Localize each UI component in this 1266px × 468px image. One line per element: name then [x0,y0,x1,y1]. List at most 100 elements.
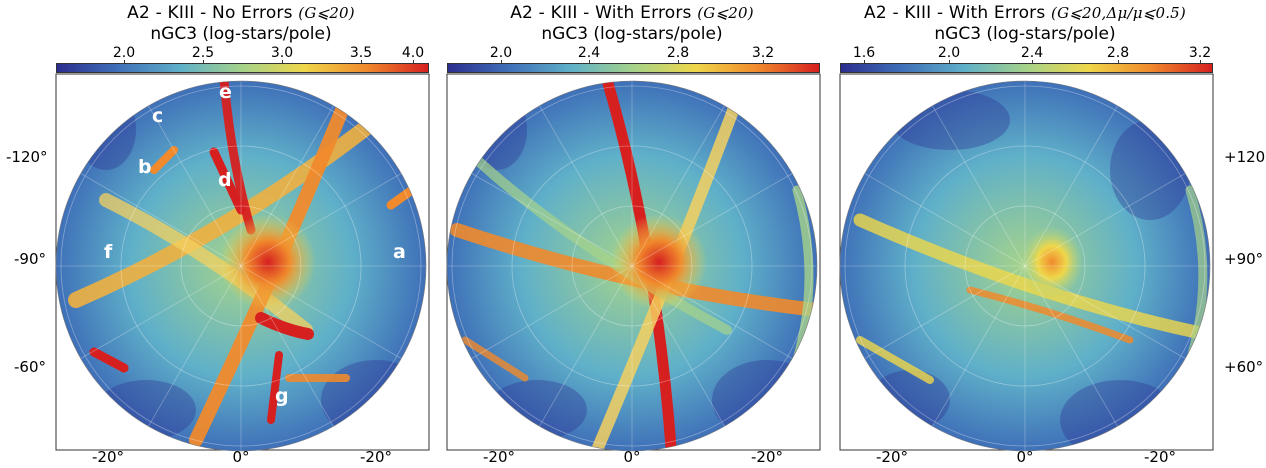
colorbar-tick-mark [282,60,283,63]
y-tick-label: -90° [14,250,46,268]
panel-no-errors: A2 - KIII - No Errors (G⩽20) nGC3 (log-s… [46,0,436,468]
stream-band [856,336,934,384]
x-tick-label: 0° [623,448,641,466]
colorbar-tick: 2.5 [191,45,215,61]
colorbar-tick: 2.0 [112,45,136,61]
colorbar-tick: 2.0 [489,45,513,61]
colorbar [840,63,1213,73]
colorbar-tick-mark [124,60,125,63]
stream-band [472,155,732,335]
stream-label-a: a [393,241,406,263]
stream-label-g: g [275,385,289,407]
colorbar-tick: 3.2 [1188,45,1212,61]
stream-band [386,185,417,210]
panel-with-errors-cut: A2 - KIII - With Errors (G⩽20,Δμ/μ⩽0.5) … [830,0,1220,468]
panel-with-errors: A2 - KIII - With Errors (G⩽20) nGC3 (log… [437,0,827,468]
graticule-meridian [80,173,402,359]
graticule-meridian [864,173,1186,359]
colorbar-tick: 3.5 [349,45,373,61]
stream-label-b: b [138,156,152,178]
map-outline [839,80,1211,452]
chart-title: A2 - KIII - With Errors (G⩽20) [510,3,754,23]
graticule-circle [964,205,1086,327]
stream-label-f: f [104,241,113,263]
x-tick-label: -20° [92,448,124,466]
colorbar-tick: 2.4 [1020,45,1044,61]
stream-band [267,351,283,424]
graticule-meridian [539,105,725,427]
chart-title: A2 - KIII - No Errors (G⩽20) [127,3,355,23]
y-tick-label: +60° [1224,358,1264,376]
chart-title: A2 - KIII - With Errors (G⩽20,Δμ/μ⩽0.5) [864,3,1186,23]
stream-label-c: c [152,105,163,127]
graticule-circle [180,205,302,327]
graticule-meridian [539,105,725,427]
colorbar [56,63,429,73]
colorbar-tick-mark [501,60,502,63]
x-tick-label: 0° [1016,448,1034,466]
graticule-circle [60,85,422,447]
stream-band [219,81,256,235]
galactic-core-overdensity [611,214,707,310]
y-tick-label: +90° [1224,250,1264,268]
x-tick-label: -20° [1144,448,1176,466]
graticule-meridian [932,105,1118,427]
stream-band [255,312,314,340]
colorbar-tick-mark [589,60,590,63]
stream-band [966,286,1134,344]
colorbar-label: nGC3 (log-stars/pole) [150,24,332,44]
colorbar-tick: 3.2 [751,45,775,61]
colorbar-tick: 2.4 [577,45,601,61]
sky-map [446,73,821,452]
colorbar-label: nGC3 (log-stars/pole) [934,24,1116,44]
colorbar-tick: 2.8 [1106,45,1130,61]
graticule-circle [844,85,1206,447]
graticule-meridian [932,105,1118,427]
stream-band [99,193,313,337]
colorbar-tick: 3.0 [270,45,294,61]
graticule-meridian [148,105,334,427]
y-tick-label: -60° [14,358,46,376]
colorbar-tick-mark [203,60,204,63]
colorbar-tick-mark [864,60,865,63]
graticule-circle [451,85,813,447]
sky-map: a b c d e f g [55,73,430,452]
colorbar-tick-mark [361,60,362,63]
x-tick-label: -20° [876,448,908,466]
colorbar-tick: 1.6 [852,45,876,61]
colorbar-tick-mark [1032,60,1033,63]
graticule-meridian [471,173,793,359]
y-tick-label: +120 [1224,148,1266,166]
colorbar-tick: 4.0 [401,45,425,61]
galactic-core-overdensity [220,214,316,310]
stream-band [461,336,529,382]
colorbar-tick-mark [949,60,950,63]
colorbar-tick-mark [678,60,679,63]
colorbar-tick: 2.0 [937,45,961,61]
colorbar-tick-mark [413,60,414,63]
colorbar-tick-mark [763,60,764,63]
graticule-circle [904,145,1146,387]
x-tick-label: 0° [232,448,250,466]
graticule-circle [571,205,693,327]
sky-map [839,73,1214,452]
stream-band [89,347,129,373]
graticule-circle [511,145,753,387]
x-tick-label: -20° [360,448,392,466]
x-tick-label: -20° [751,448,783,466]
stream-band [68,112,384,308]
colorbar-tick-mark [1200,60,1201,63]
graticule-circle [120,145,362,387]
graticule-meridian [471,173,793,359]
stream-band [150,146,178,174]
galactic-core-overdensity [1020,226,1084,298]
stream-label-e: e [219,81,232,103]
graticule-meridian [864,173,1186,359]
graticule-meridian [148,105,334,427]
colorbar [447,63,820,73]
stream-label-d: d [218,169,232,191]
colorbar-label: nGC3 (log-stars/pole) [541,24,723,44]
x-tick-label: -20° [483,448,515,466]
map-outline [55,80,427,452]
y-tick-label: -120° [6,148,48,166]
